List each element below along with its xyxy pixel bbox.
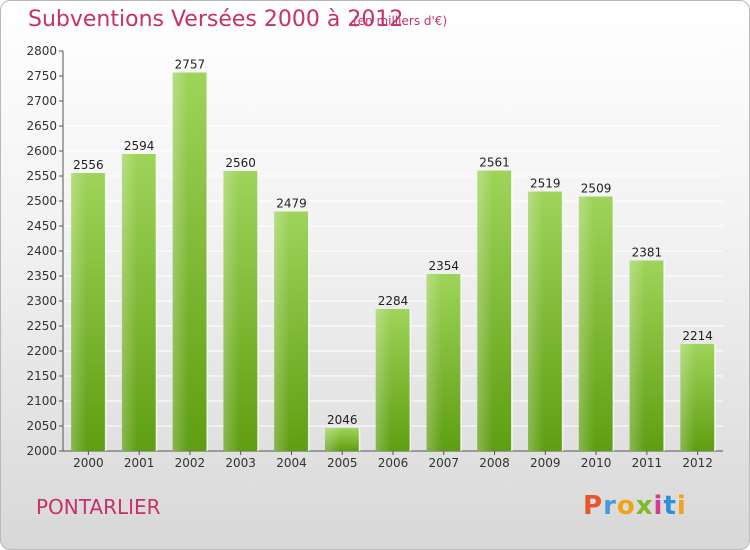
x-tick-label: 2000 (73, 456, 104, 470)
city-name: PONTARLIER (36, 495, 161, 519)
bar-highlight (477, 170, 493, 451)
value-label: 2046 (327, 413, 358, 427)
x-tick-label: 2012 (682, 456, 713, 470)
proxiti-logo: Proxiti (583, 491, 687, 521)
bar-highlight (375, 309, 392, 451)
x-tick-label: 2001 (124, 456, 155, 470)
bar-highlight (121, 154, 138, 451)
y-tick-label: 2750 (26, 69, 57, 83)
x-tick-label: 2005 (327, 456, 358, 470)
y-tick-label: 2650 (26, 119, 57, 133)
bar-highlight (426, 274, 443, 451)
y-tick-label: 2150 (26, 369, 57, 383)
value-label: 2560 (225, 156, 256, 170)
x-tick-label: 2007 (428, 456, 459, 470)
x-tick-label: 2006 (378, 456, 409, 470)
value-label: 2509 (581, 182, 612, 196)
bar-highlight (629, 260, 646, 451)
logo-letter: x (635, 491, 654, 521)
y-tick-label: 2000 (26, 444, 57, 458)
chart-title: Subventions Versées 2000 à 2012 (28, 7, 404, 32)
y-tick-label: 2300 (26, 294, 57, 308)
bar-highlight (324, 428, 341, 451)
bar-highlight (223, 171, 239, 451)
logo-letter: P (583, 491, 604, 521)
y-tick-label: 2250 (26, 319, 57, 333)
value-label: 2561 (479, 156, 510, 170)
bar-highlight (528, 191, 544, 451)
value-label: 2381 (632, 246, 663, 260)
x-tick-label: 2003 (225, 456, 256, 470)
bars (71, 72, 716, 451)
logo-letter: r (603, 491, 617, 521)
x-tick-label: 2008 (479, 456, 510, 470)
value-labels: 2556 2594 2757 2560 2479 2046 2284 2354 2561 2519… (73, 58, 713, 428)
x-tick-label: 2009 (530, 456, 561, 470)
bar-highlight (172, 72, 189, 451)
logo-letter: o (616, 491, 636, 521)
bar-highlight (274, 211, 290, 451)
value-label: 2757 (175, 58, 206, 72)
y-tick-label: 2050 (26, 419, 57, 433)
y-tick-label: 2550 (26, 169, 57, 183)
x-tick-label: 2010 (581, 456, 612, 470)
y-tick-label: 2200 (26, 344, 57, 358)
value-label: 2519 (530, 177, 561, 191)
y-tick-label: 2400 (26, 244, 57, 258)
logo-letter: i (676, 491, 687, 521)
bar-highlight (680, 344, 696, 451)
y-tick-label: 2100 (26, 394, 57, 408)
x-tick-label: 2004 (276, 456, 307, 470)
value-label: 2214 (682, 329, 713, 343)
value-label: 2556 (73, 158, 104, 172)
y-tick-label: 2700 (26, 94, 57, 108)
value-label: 2594 (124, 139, 155, 153)
y-tick-label: 2350 (26, 269, 57, 283)
x-tick-label: 2011 (632, 456, 663, 470)
y-tick-label: 2600 (26, 144, 57, 158)
y-tick-label: 2800 (26, 44, 57, 58)
y-tick-label: 2450 (26, 219, 57, 233)
chart-unit: (en milliers d'€) (353, 14, 448, 28)
value-label: 2354 (428, 259, 459, 273)
bar-highlight (578, 196, 595, 451)
bar-highlight (71, 173, 87, 451)
value-label: 2479 (276, 197, 307, 211)
value-label: 2284 (378, 294, 409, 308)
y-tick-label: 2500 (26, 194, 57, 208)
logo-letter: i (653, 491, 664, 521)
x-tick-label: 2002 (175, 456, 206, 470)
logo-letter: t (663, 491, 677, 521)
